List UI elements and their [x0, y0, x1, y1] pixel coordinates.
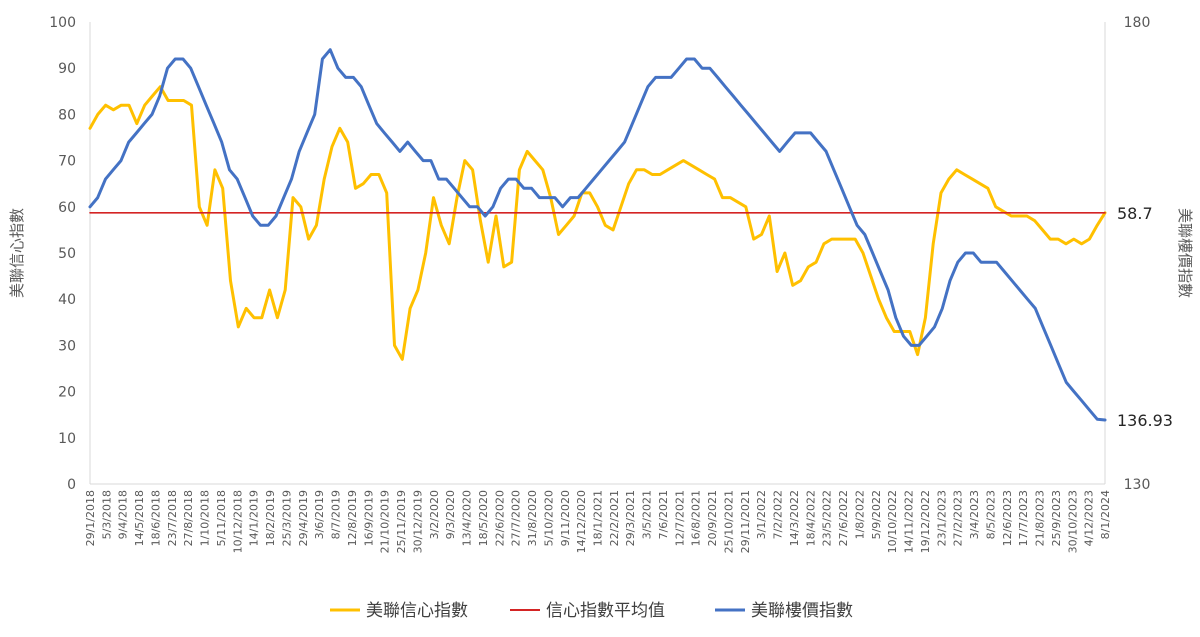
- left-tick-label: 30: [58, 338, 76, 354]
- x-tick-label: 8/7/2019: [330, 490, 343, 539]
- x-tick-label: 30/12/2019: [411, 490, 424, 553]
- x-tick-label: 3/5/2021: [641, 490, 654, 539]
- x-tick-label: 13/4/2020: [461, 490, 474, 546]
- x-tick-label: 12/6/2023: [1001, 490, 1014, 546]
- x-tick-label: 23/5/2022: [821, 490, 834, 546]
- x-axis-ticks: 29/1/2018 5/3/2018 9/4/2018 14/5/2018 18/6/2…: [84, 490, 1112, 553]
- x-tick-label: 16/9/2019: [362, 490, 375, 546]
- x-tick-label: 25/9/2023: [1050, 490, 1063, 546]
- series-line-2: [88, 48, 1107, 422]
- x-tick-label: 29/3/2021: [624, 490, 637, 546]
- x-tick-label: 14/5/2018: [133, 490, 146, 546]
- right-tick-label: 180: [1124, 15, 1151, 31]
- x-tick-label: 3/4/2023: [968, 490, 981, 539]
- left-tick-label: 100: [49, 15, 76, 31]
- x-tick-label: 29/11/2021: [739, 490, 752, 553]
- x-tick-label: 3/2/2020: [428, 490, 441, 539]
- legend-label-2: 美聯樓價指數: [751, 601, 853, 621]
- left-tick-label: 20: [58, 385, 76, 401]
- x-tick-label: 10/12/2018: [231, 490, 244, 553]
- left-tick-label: 40: [58, 292, 76, 308]
- x-tick-label: 29/1/2018: [84, 490, 97, 546]
- end-labels: 58.7 136.93: [1117, 204, 1173, 430]
- x-tick-label: 5/9/2022: [870, 490, 883, 539]
- x-tick-label: 3/6/2019: [313, 490, 326, 539]
- x-tick-label: 19/12/2022: [919, 490, 932, 553]
- x-tick-label: 5/3/2018: [100, 490, 113, 539]
- x-tick-label: 22/6/2020: [493, 490, 506, 546]
- right-axis-title: 美聯樓價指數: [1176, 208, 1194, 298]
- legend-label-0: 美聯信心指數: [366, 601, 468, 621]
- x-tick-label: 21/10/2019: [379, 490, 392, 553]
- x-tick-label: 5/10/2020: [542, 490, 555, 546]
- x-tick-label: 8/1/2024: [1099, 490, 1112, 539]
- x-tick-label: 23/7/2018: [166, 490, 179, 546]
- x-tick-label: 27/8/2018: [182, 490, 195, 546]
- left-tick-label: 0: [67, 477, 76, 493]
- left-axis-title: 美聯信心指數: [8, 208, 26, 298]
- left-axis-ticks: 0 10 20 30 40 50 60 70 80 90 100: [49, 15, 76, 493]
- x-tick-label: 30/10/2023: [1066, 490, 1079, 553]
- x-tick-label: 8/5/2023: [984, 490, 997, 539]
- x-tick-label: 18/4/2022: [804, 490, 817, 546]
- x-tick-label: 27/6/2022: [837, 490, 850, 546]
- legend-label-1: 信心指數平均值: [546, 601, 665, 621]
- left-tick-label: 50: [58, 246, 76, 262]
- x-tick-label: 18/2/2019: [264, 490, 277, 546]
- right-axis-ticks: 130 180: [1124, 15, 1151, 493]
- x-tick-label: 27/7/2020: [510, 490, 523, 546]
- x-tick-label: 25/11/2019: [395, 490, 408, 553]
- left-tick-label: 80: [58, 107, 76, 123]
- x-tick-label: 1/8/2022: [853, 490, 866, 539]
- right-tick-label: 130: [1124, 477, 1151, 493]
- x-tick-label: 21/8/2023: [1034, 490, 1047, 546]
- x-tick-label: 12/7/2021: [673, 490, 686, 546]
- x-tick-label: 1/10/2018: [199, 490, 212, 546]
- left-tick-label: 90: [58, 61, 76, 77]
- x-tick-label: 14/3/2022: [788, 490, 801, 546]
- x-tick-label: 9/3/2020: [444, 490, 457, 539]
- x-tick-label: 16/8/2021: [690, 490, 703, 546]
- x-tick-label: 3/1/2022: [755, 490, 768, 539]
- x-tick-label: 14/1/2019: [248, 490, 261, 546]
- x-tick-label: 27/2/2023: [952, 490, 965, 546]
- x-tick-label: 25/10/2021: [722, 490, 735, 553]
- legend: 美聯信心指數 信心指數平均值 美聯樓價指數: [330, 601, 853, 621]
- series-layer: [88, 48, 1107, 422]
- series-end-label-1: 58.7: [1117, 204, 1153, 223]
- x-tick-label: 7/2/2022: [772, 490, 785, 539]
- x-tick-label: 7/6/2021: [657, 490, 670, 539]
- series-line-0: [88, 85, 1107, 361]
- x-tick-label: 17/7/2023: [1017, 490, 1030, 546]
- x-tick-label: 20/9/2021: [706, 490, 719, 546]
- left-tick-label: 60: [58, 200, 76, 216]
- x-tick-label: 18/5/2020: [477, 490, 490, 546]
- x-tick-label: 18/1/2021: [592, 490, 605, 546]
- x-tick-label: 18/6/2018: [149, 490, 162, 546]
- left-tick-label: 10: [58, 431, 76, 447]
- x-tick-label: 4/12/2023: [1083, 490, 1096, 546]
- series-end-label-2: 136.93: [1117, 411, 1173, 430]
- x-tick-label: 29/4/2019: [297, 490, 310, 546]
- left-tick-label: 70: [58, 154, 76, 170]
- x-tick-label: 10/10/2022: [886, 490, 899, 553]
- x-tick-label: 22/2/2021: [608, 490, 621, 546]
- x-tick-label: 9/11/2020: [559, 490, 572, 546]
- x-tick-label: 14/12/2020: [575, 490, 588, 553]
- x-tick-label: 31/8/2020: [526, 490, 539, 546]
- x-tick-label: 9/4/2018: [117, 490, 130, 539]
- x-tick-label: 12/8/2019: [346, 490, 359, 546]
- x-tick-label: 23/1/2023: [935, 490, 948, 546]
- x-tick-label: 5/11/2018: [215, 490, 228, 546]
- x-tick-label: 25/3/2019: [280, 490, 293, 546]
- x-tick-label: 14/11/2022: [903, 490, 916, 553]
